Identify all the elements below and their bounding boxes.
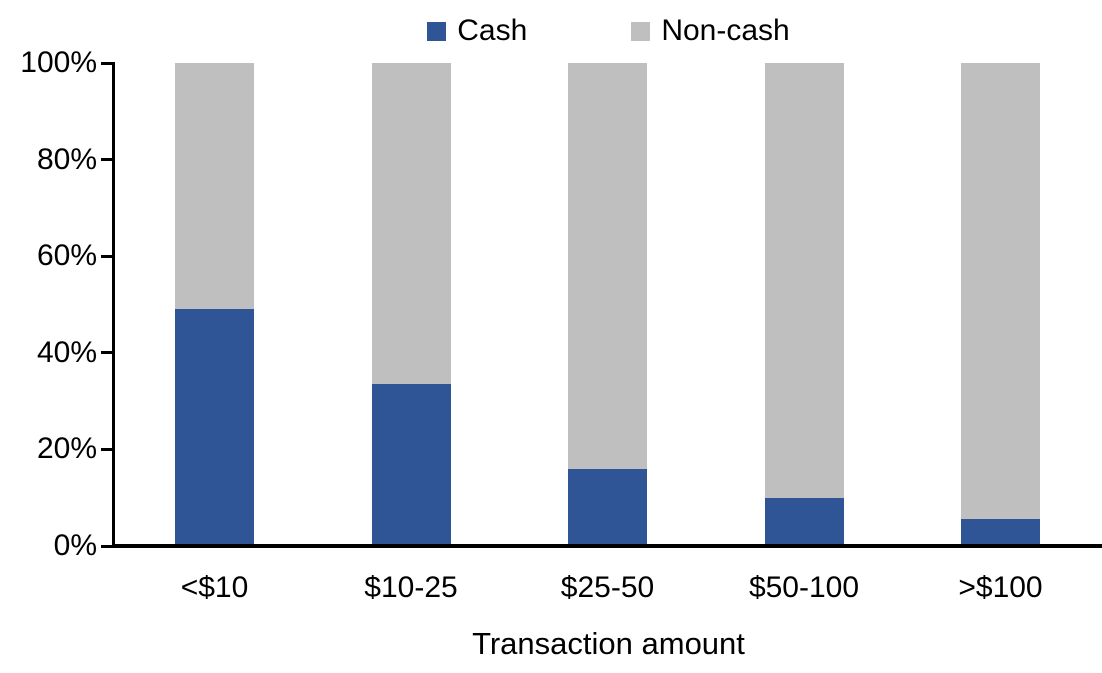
bar-segment-cash [175, 309, 254, 546]
y-tick-label: 60% [36, 239, 97, 273]
bar-segment-non-cash [568, 63, 647, 469]
y-tick-mark [101, 351, 115, 355]
noncash-swatch-icon [631, 21, 651, 41]
bar-4 [764, 63, 844, 546]
legend-label-noncash: Non-cash [661, 14, 790, 47]
legend-item-cash: Cash [427, 16, 527, 46]
y-tick-mark [101, 447, 115, 451]
y-tick-label: 80% [36, 142, 97, 176]
bar-1 [175, 63, 254, 546]
x-tick-label: <$10 [180, 571, 249, 604]
bar-3 [568, 63, 647, 546]
x-axis-title: Transaction amount [472, 626, 745, 661]
y-tick-label: 0% [53, 529, 97, 562]
cash-swatch-icon [427, 21, 447, 41]
y-tick-mark [101, 544, 115, 548]
x-tick-label: $10-25 [364, 571, 458, 604]
legend-item-noncash: Non-cash [631, 14, 790, 47]
plot-area: 0% 20% 40% 60% 80% 100% [20, 47, 1102, 562]
x-tick-label: >$100 [958, 571, 1043, 604]
bar-segment-non-cash [371, 63, 451, 385]
x-axis-line [112, 544, 1102, 548]
y-tick-mark [101, 254, 115, 258]
bar-segment-non-cash [764, 63, 844, 498]
y-tick-label: 40% [36, 335, 97, 369]
bar-segment-non-cash [175, 63, 254, 310]
bar-2 [371, 63, 451, 546]
bar-segment-cash [371, 384, 451, 546]
x-tick-label: $50-100 [748, 571, 860, 604]
bar-segment-cash [568, 468, 647, 546]
bar-segment-cash [961, 519, 1040, 546]
y-tick-mark [101, 158, 115, 162]
bar-5 [961, 63, 1040, 546]
bar-segment-cash [764, 497, 844, 546]
y-axis-line [112, 63, 115, 546]
legend: Cash Non-cash [115, 10, 1102, 52]
y-tick-label: 20% [36, 432, 97, 466]
y-tick-mark [101, 61, 115, 65]
bar-segment-non-cash [961, 63, 1040, 520]
legend-label-cash: Cash [457, 14, 528, 47]
x-tick-label: $25-50 [560, 571, 655, 604]
y-tick-label: 100% [20, 46, 97, 79]
